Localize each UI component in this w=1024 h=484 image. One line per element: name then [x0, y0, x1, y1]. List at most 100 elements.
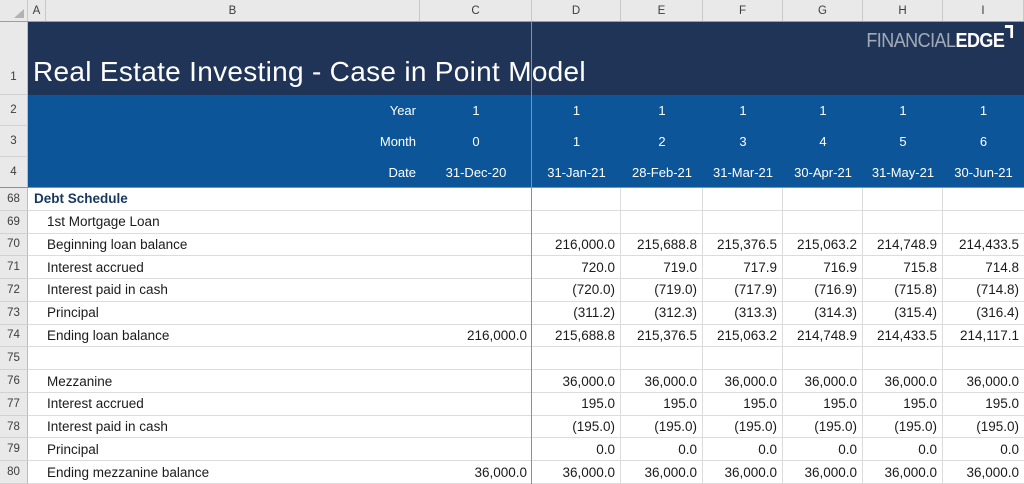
row-number-74[interactable]: 74 [0, 324, 28, 348]
cell-C69[interactable] [420, 210, 532, 234]
select-all-corner[interactable] [0, 0, 28, 21]
cell-C72[interactable] [420, 279, 532, 302]
cell-G4[interactable]: 30-Apr-21 [783, 157, 863, 188]
cell-B70-label[interactable]: Beginning loan balance [28, 233, 420, 257]
cell-F4[interactable]: 31-Mar-21 [703, 157, 783, 188]
cell-F3[interactable]: 3 [703, 126, 783, 157]
column-header-A[interactable]: A [28, 0, 46, 21]
cell-H72[interactable]: (715.8) [863, 279, 943, 302]
cell-E75[interactable] [621, 347, 703, 371]
cell-D70[interactable]: 216,000.0 [532, 233, 621, 257]
row-number-73[interactable]: 73 [0, 301, 28, 325]
cell-H69[interactable] [863, 210, 943, 234]
cell-B3[interactable]: Month [28, 126, 420, 157]
column-header-I[interactable]: I [943, 0, 1024, 21]
row-number-3[interactable]: 3 [0, 126, 28, 157]
cell-I74[interactable]: 214,117.1 [943, 324, 1024, 348]
cell-E69[interactable] [621, 210, 703, 234]
cell-D4[interactable]: 31-Jan-21 [532, 157, 621, 188]
cell-G73[interactable]: (314.3) [783, 301, 863, 325]
cell-G71[interactable]: 716.9 [783, 256, 863, 280]
cell-H78[interactable]: (195.0) [863, 415, 943, 439]
row-number-75[interactable]: 75 [0, 347, 28, 371]
cell-I73[interactable]: (316.4) [943, 301, 1024, 325]
row-number-71[interactable]: 71 [0, 256, 28, 280]
cell-I68[interactable] [943, 188, 1024, 211]
cell-D73[interactable]: (311.2) [532, 301, 621, 325]
cell-I77[interactable]: 195.0 [943, 392, 1024, 416]
cell-D77[interactable]: 195.0 [532, 392, 621, 416]
column-header-B[interactable]: B [46, 0, 420, 21]
cell-H79[interactable]: 0.0 [863, 438, 943, 462]
cell-C3[interactable]: 0 [420, 126, 532, 157]
cell-C71[interactable] [420, 256, 532, 280]
cell-G76[interactable]: 36,000.0 [783, 370, 863, 393]
cell-C68[interactable] [420, 188, 532, 211]
cell-H74[interactable]: 214,433.5 [863, 324, 943, 348]
cell-I2[interactable]: 1 [943, 95, 1024, 126]
cell-G75[interactable] [783, 347, 863, 371]
cell-B78-label[interactable]: Interest paid in cash [28, 415, 420, 439]
row-number-70[interactable]: 70 [0, 233, 28, 257]
cell-D75[interactable] [532, 347, 621, 371]
cell-F77[interactable]: 195.0 [703, 392, 783, 416]
cell-I71[interactable]: 714.8 [943, 256, 1024, 280]
cell-H68[interactable] [863, 188, 943, 211]
cell-E4[interactable]: 28-Feb-21 [621, 157, 703, 188]
cell-B69-label[interactable]: 1st Mortgage Loan [28, 210, 420, 234]
column-header-E[interactable]: E [621, 0, 703, 21]
cell-F75[interactable] [703, 347, 783, 371]
cell-G3[interactable]: 4 [783, 126, 863, 157]
row-number-80[interactable]: 80 [0, 461, 28, 484]
row-number-77[interactable]: 77 [0, 392, 28, 416]
cell-E77[interactable]: 195.0 [621, 392, 703, 416]
cell-G74[interactable]: 214,748.9 [783, 324, 863, 348]
cell-E68[interactable] [621, 188, 703, 211]
cell-E80[interactable]: 36,000.0 [621, 461, 703, 484]
cell-G70[interactable]: 215,063.2 [783, 233, 863, 257]
cell-B79-label[interactable]: Principal [28, 438, 420, 462]
cell-D2[interactable]: 1 [532, 95, 621, 126]
cell-F76[interactable]: 36,000.0 [703, 370, 783, 393]
cell-E2[interactable]: 1 [621, 95, 703, 126]
cell-C79[interactable] [420, 438, 532, 462]
cell-F2[interactable]: 1 [703, 95, 783, 126]
cell-F78[interactable]: (195.0) [703, 415, 783, 439]
cell-I80[interactable]: 36,000.0 [943, 461, 1024, 484]
cell-G68[interactable] [783, 188, 863, 211]
cell-H76[interactable]: 36,000.0 [863, 370, 943, 393]
cell-F80[interactable]: 36,000.0 [703, 461, 783, 484]
row-number-72[interactable]: 72 [0, 279, 28, 302]
cell-C76[interactable] [420, 370, 532, 393]
cell-D78[interactable]: (195.0) [532, 415, 621, 439]
cell-E3[interactable]: 2 [621, 126, 703, 157]
cell-C75[interactable] [420, 347, 532, 371]
cell-E72[interactable]: (719.0) [621, 279, 703, 302]
cell-H3[interactable]: 5 [863, 126, 943, 157]
row-number-76[interactable]: 76 [0, 370, 28, 393]
cell-I4[interactable]: 30-Jun-21 [943, 157, 1024, 188]
cell-D76[interactable]: 36,000.0 [532, 370, 621, 393]
cell-G77[interactable]: 195.0 [783, 392, 863, 416]
row-number-4[interactable]: 4 [0, 157, 28, 188]
cell-H73[interactable]: (315.4) [863, 301, 943, 325]
cell-G80[interactable]: 36,000.0 [783, 461, 863, 484]
cell-B76-label[interactable]: Mezzanine [28, 370, 420, 393]
cell-I69[interactable] [943, 210, 1024, 234]
cell-I3[interactable]: 6 [943, 126, 1024, 157]
cell-I78[interactable]: (195.0) [943, 415, 1024, 439]
cell-B2[interactable]: Year [28, 95, 420, 126]
cell-H4[interactable]: 31-May-21 [863, 157, 943, 188]
cell-G72[interactable]: (716.9) [783, 279, 863, 302]
cell-E73[interactable]: (312.3) [621, 301, 703, 325]
column-header-H[interactable]: H [863, 0, 943, 21]
row-number-79[interactable]: 79 [0, 438, 28, 462]
cell-D71[interactable]: 720.0 [532, 256, 621, 280]
cell-F70[interactable]: 215,376.5 [703, 233, 783, 257]
cell-B71-label[interactable]: Interest accrued [28, 256, 420, 280]
cell-I70[interactable]: 214,433.5 [943, 233, 1024, 257]
cell-B80-label[interactable]: Ending mezzanine balance [28, 461, 420, 484]
row-number-69[interactable]: 69 [0, 210, 28, 234]
cell-B74-label[interactable]: Ending loan balance [28, 324, 420, 348]
cell-G2[interactable]: 1 [783, 95, 863, 126]
